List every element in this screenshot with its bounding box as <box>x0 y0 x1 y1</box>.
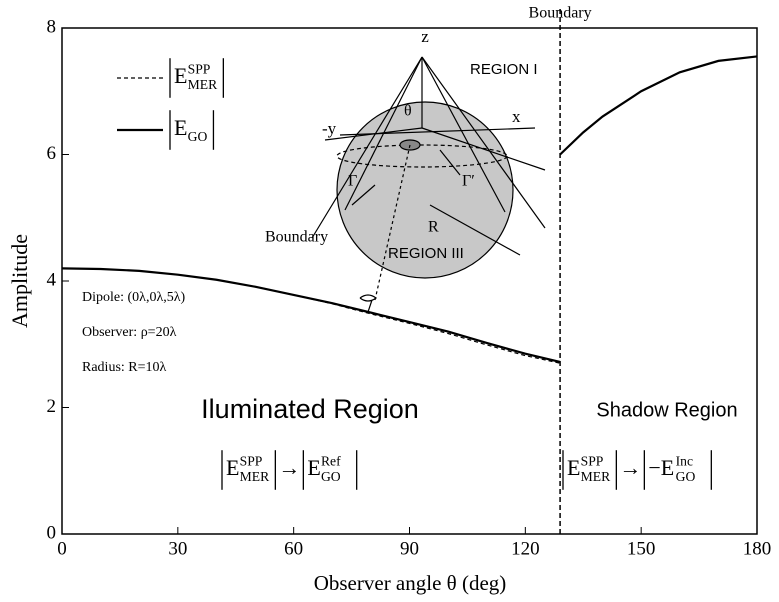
legend-label: E <box>174 63 187 88</box>
formula-text: SPP <box>581 453 604 468</box>
inset-label: Γ <box>348 173 357 190</box>
x-tick-label: 150 <box>627 538 656 559</box>
x-tick-label: 180 <box>743 538 772 559</box>
legend-label: MER <box>188 77 218 92</box>
region-label: Shadow Region <box>596 399 737 421</box>
chart: Amplitude Observer angle θ (deg) Dipole:… <box>0 0 779 602</box>
formula-text: → <box>278 455 300 480</box>
inset-label: Boundary <box>265 229 328 246</box>
inset-label: x <box>512 107 521 126</box>
formula-text: → <box>619 455 641 480</box>
inset-label: Γ′ <box>462 173 475 190</box>
annotation: Radius: R=10λ <box>82 360 167 375</box>
x-tick-label: 0 <box>57 538 67 559</box>
boundary-label: Boundary <box>529 5 592 22</box>
x-tick-label: 30 <box>168 538 187 559</box>
x-tick-label: 120 <box>511 538 540 559</box>
annotation: Dipole: (0λ,0λ,5λ) <box>82 290 186 305</box>
y-tick-label: 8 <box>47 16 57 37</box>
formula-text: SPP <box>240 453 263 468</box>
inset-label: R <box>428 219 439 236</box>
formula-text: Ref <box>321 453 341 468</box>
formula-text: E <box>307 455 320 480</box>
inset-label: REGION III <box>388 245 464 262</box>
inset-label: -y <box>322 119 337 138</box>
x-tick-label: 90 <box>400 538 419 559</box>
formula-text: MER <box>581 469 611 484</box>
formula-text: GO <box>321 469 341 484</box>
x-tick-label: 60 <box>284 538 303 559</box>
formula-text: MER <box>240 469 270 484</box>
y-tick-label: 4 <box>47 269 57 290</box>
y-tick-label: 2 <box>47 396 57 417</box>
formula-text: E <box>567 455 580 480</box>
formula-text: Inc <box>676 453 693 468</box>
y-tick-label: 6 <box>47 143 57 164</box>
formula-text: −E <box>648 455 674 480</box>
legend-label: GO <box>188 129 208 144</box>
region-label: Iluminated Region <box>201 394 419 424</box>
legend-label: SPP <box>188 61 211 76</box>
x-axis-label: Observer angle θ (deg) <box>314 571 507 595</box>
formula-text: E <box>226 455 239 480</box>
annotation: Observer: ρ=20λ <box>82 325 177 340</box>
inset-label: REGION I <box>470 61 538 78</box>
y-tick-label: 0 <box>47 522 57 543</box>
legend-label: E <box>174 115 187 140</box>
y-axis-label: Amplitude <box>7 234 32 328</box>
inset-label: θ <box>404 103 412 120</box>
formula-text: GO <box>676 469 696 484</box>
inset-label: z <box>421 27 429 46</box>
